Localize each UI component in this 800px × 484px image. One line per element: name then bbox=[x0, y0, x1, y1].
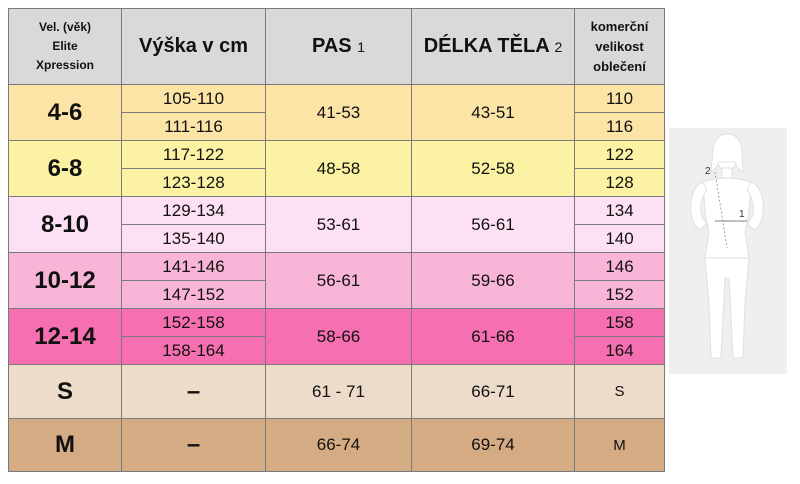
height-cell: – bbox=[121, 364, 266, 419]
commercial-cell: 122 bbox=[574, 140, 665, 169]
header-commercial-line3: oblečení bbox=[593, 58, 646, 74]
header-commercial-size: komerční velikost oblečení bbox=[574, 8, 665, 85]
header-body-length-label: DÉLKA TĚLA bbox=[423, 35, 549, 57]
commercial-cell: S bbox=[574, 364, 665, 419]
body-length-measure-label: 2 bbox=[705, 166, 711, 177]
header-size-age: Vel. (věk) Elite Xpression bbox=[8, 8, 122, 85]
commercial-cell: 110 bbox=[574, 84, 665, 113]
table-row: 10-12 141-146 56-61 59-66 146 bbox=[8, 252, 665, 309]
header-commercial-line2: velikost bbox=[595, 38, 644, 54]
height-cell: 105-110 bbox=[121, 84, 266, 113]
waist-cell: 48-58 bbox=[265, 140, 412, 197]
height-cell: 158-164 bbox=[121, 336, 266, 365]
commercial-cell: 158 bbox=[574, 308, 665, 337]
header-size-age-line2: Elite bbox=[52, 39, 78, 53]
header-height-label: Výška v cm bbox=[139, 35, 248, 57]
table-row: M – 66-74 69-74 M bbox=[8, 418, 665, 472]
size-cell: M bbox=[8, 418, 122, 472]
body-measurement-figure: 1 2 bbox=[669, 128, 787, 374]
commercial-cell: 140 bbox=[574, 224, 665, 253]
header-body-length-index: 2 bbox=[554, 39, 563, 55]
height-cell: – bbox=[121, 418, 266, 472]
height-cell: 141-146 bbox=[121, 252, 266, 281]
header-waist: PAS 1 bbox=[265, 8, 412, 85]
size-chart-table: Vel. (věk) Elite Xpression Výška v cm PA… bbox=[8, 8, 665, 472]
size-cell: 8-10 bbox=[8, 196, 122, 253]
commercial-cell: 152 bbox=[574, 280, 665, 309]
header-size-age-line1: Vel. (věk) bbox=[38, 20, 92, 34]
length-cell: 52-58 bbox=[411, 140, 575, 197]
table-row: 8-10 129-134 53-61 56-61 134 bbox=[8, 196, 665, 253]
height-cell: 135-140 bbox=[121, 224, 266, 253]
waist-cell: 56-61 bbox=[265, 252, 412, 309]
table-row: S – 61 - 71 66-71 S bbox=[8, 364, 665, 419]
height-cell: 129-134 bbox=[121, 196, 266, 225]
table-row: 12-14 152-158 58-66 61-66 158 bbox=[8, 308, 665, 365]
height-cell: 123-128 bbox=[121, 168, 266, 197]
size-cell: 6-8 bbox=[8, 140, 122, 197]
waist-cell: 66-74 bbox=[265, 418, 412, 472]
length-cell: 66-71 bbox=[411, 364, 575, 419]
length-cell: 59-66 bbox=[411, 252, 575, 309]
commercial-cell: 134 bbox=[574, 196, 665, 225]
waist-measure-label: 1 bbox=[739, 209, 745, 220]
height-cell: 111-116 bbox=[121, 112, 266, 141]
size-cell: 4-6 bbox=[8, 84, 122, 141]
body-silhouette-icon: 1 2 bbox=[690, 133, 764, 359]
commercial-cell: 164 bbox=[574, 336, 665, 365]
header-commercial-line1: komerční bbox=[590, 18, 649, 34]
commercial-cell: 128 bbox=[574, 168, 665, 197]
waist-cell: 58-66 bbox=[265, 308, 412, 365]
size-cell: 10-12 bbox=[8, 252, 122, 309]
header-row: Vel. (věk) Elite Xpression Výška v cm PA… bbox=[8, 8, 665, 85]
height-cell: 152-158 bbox=[121, 308, 266, 337]
length-cell: 56-61 bbox=[411, 196, 575, 253]
table-row: 4-6 105-110 41-53 43-51 110 bbox=[8, 84, 665, 141]
height-cell: 117-122 bbox=[121, 140, 266, 169]
body-length-measure-line bbox=[714, 171, 728, 249]
height-cell: 147-152 bbox=[121, 280, 266, 309]
table-row: 6-8 117-122 48-58 52-58 122 bbox=[8, 140, 665, 197]
header-waist-label: PAS bbox=[312, 35, 352, 57]
waist-cell: 61 - 71 bbox=[265, 364, 412, 419]
commercial-cell: 116 bbox=[574, 112, 665, 141]
length-cell: 43-51 bbox=[411, 84, 575, 141]
header-size-age-line3: Xpression bbox=[35, 58, 95, 72]
length-cell: 61-66 bbox=[411, 308, 575, 365]
header-body-length: DÉLKA TĚLA 2 bbox=[411, 8, 575, 85]
waist-cell: 41-53 bbox=[265, 84, 412, 141]
commercial-cell: M bbox=[574, 418, 665, 472]
size-cell: S bbox=[8, 364, 122, 419]
size-cell: 12-14 bbox=[8, 308, 122, 365]
length-cell: 69-74 bbox=[411, 418, 575, 472]
header-height: Výška v cm bbox=[121, 8, 266, 85]
header-waist-index: 1 bbox=[357, 39, 365, 55]
commercial-cell: 146 bbox=[574, 252, 665, 281]
waist-cell: 53-61 bbox=[265, 196, 412, 253]
